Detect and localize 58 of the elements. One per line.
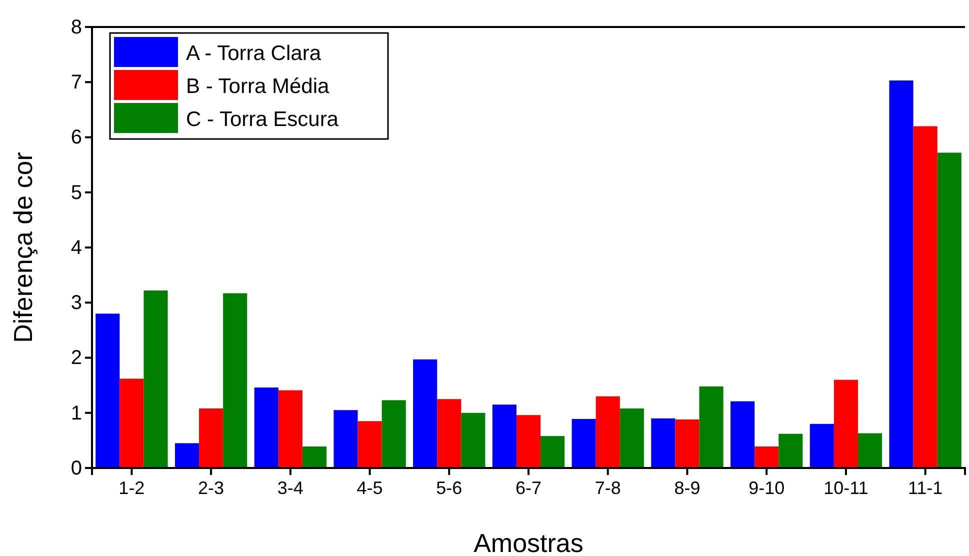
bar: [382, 400, 406, 468]
bar: [675, 419, 700, 468]
y-tick-label: 5: [70, 182, 82, 204]
bar: [810, 424, 834, 468]
bar: [596, 396, 620, 468]
bar: [778, 434, 803, 468]
x-tick-label: 7-8: [594, 478, 621, 498]
bar: [858, 433, 882, 468]
x-axis-title: Amostras: [474, 528, 584, 556]
bar: [437, 399, 462, 468]
y-tick-label: 3: [70, 292, 82, 314]
bar: [278, 390, 302, 468]
bar: [913, 126, 938, 468]
x-tick-label: 1-2: [118, 478, 145, 498]
legend-label: A - Torra Clara: [186, 42, 322, 65]
y-axis-title: Diferença de cor: [8, 152, 38, 343]
bar: [96, 314, 120, 468]
bar: [492, 404, 516, 468]
bar: [302, 446, 326, 468]
legend-label: B - Torra Média: [186, 75, 330, 98]
bar: [413, 359, 438, 468]
y-tick-label: 1: [70, 402, 82, 424]
bar: [516, 415, 541, 468]
bar: [254, 388, 278, 468]
bar: [174, 443, 200, 468]
bar: [144, 290, 168, 468]
x-tick-label: 10-11: [824, 478, 868, 498]
bar: [572, 418, 596, 468]
bar: [620, 408, 644, 468]
bar: [223, 293, 248, 468]
y-tick-label: 6: [70, 126, 82, 149]
y-tick-label: 4: [70, 236, 82, 259]
bar: [540, 436, 565, 468]
bar: [730, 401, 755, 468]
bar: [937, 152, 962, 468]
x-tick-label: 8-9: [674, 478, 700, 498]
bar: [889, 80, 914, 468]
bar: [461, 412, 486, 468]
bar: [120, 378, 144, 468]
bar: [699, 386, 724, 468]
bar: [754, 446, 779, 468]
x-tick-label: 2-3: [198, 478, 224, 498]
y-tick-label: 0: [70, 457, 82, 480]
bar: [651, 418, 676, 468]
y-tick-label: 2: [70, 347, 82, 370]
y-tick-label: 7: [70, 72, 82, 94]
bar: [834, 380, 858, 468]
x-tick-label: 9-10: [748, 478, 785, 498]
bar: [358, 421, 382, 468]
x-tick-label: 5-6: [436, 478, 462, 498]
bar: [334, 410, 358, 468]
legend-label: C - Torra Escura: [186, 108, 339, 131]
x-tick-label: 6-7: [515, 478, 542, 498]
bar: [199, 408, 224, 468]
x-tick-label: 11-1: [908, 478, 943, 498]
x-tick-label: 3-4: [277, 478, 304, 498]
x-tick-label: 4-5: [356, 478, 383, 498]
y-tick-label: 8: [70, 16, 82, 38]
